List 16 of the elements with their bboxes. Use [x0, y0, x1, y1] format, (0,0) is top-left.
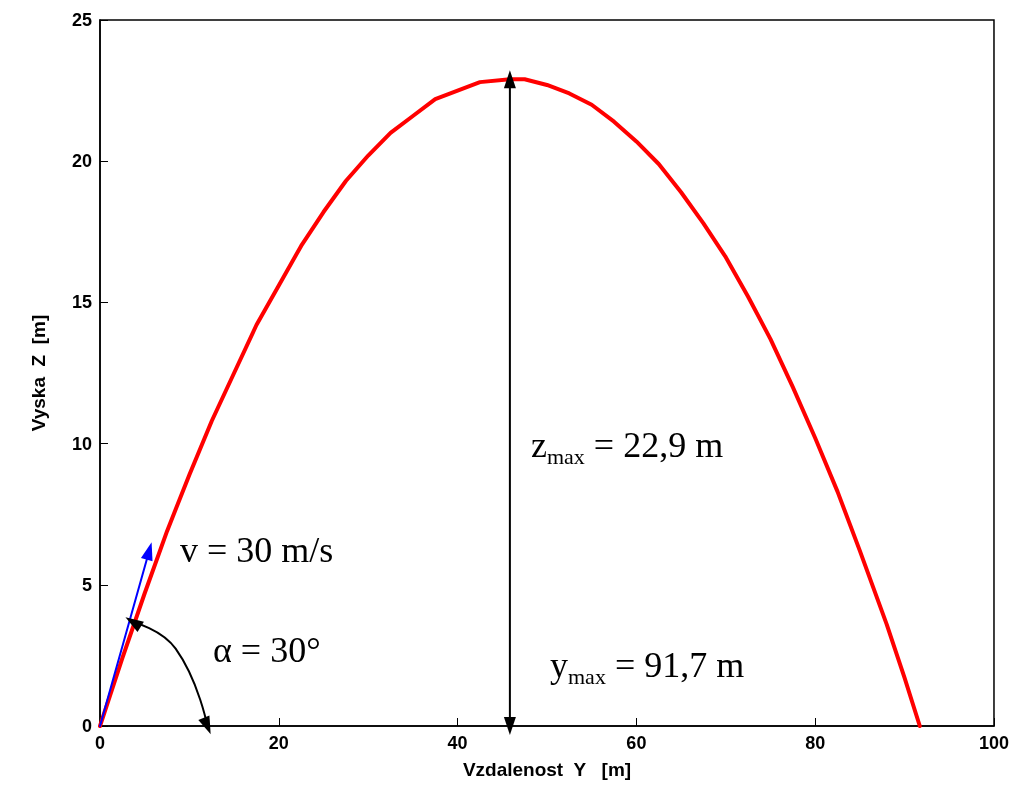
- x-tick-label: 80: [805, 733, 826, 753]
- x-tick-label: 60: [626, 733, 647, 753]
- x-tick-label: 0: [94, 733, 106, 753]
- y-axis-title: Vyska Z [m]: [28, 314, 49, 432]
- annotation: α = 30°: [213, 630, 321, 670]
- y-tick-label: 25: [71, 10, 92, 30]
- x-tick-label: 100: [978, 733, 1010, 753]
- y-tick-label: 5: [81, 574, 92, 595]
- y-tick-label: 20: [71, 151, 92, 172]
- y-tick-label: 0: [81, 716, 92, 736]
- y-tick-label: 15: [71, 292, 92, 313]
- y-tick-label: 10: [71, 433, 92, 454]
- x-axis-title: Vzdalenost Y [m]: [462, 759, 632, 780]
- annotation: v = 30 m/s: [180, 530, 334, 570]
- x-tick-label: 20: [268, 733, 289, 753]
- x-tick-label: 40: [447, 733, 468, 753]
